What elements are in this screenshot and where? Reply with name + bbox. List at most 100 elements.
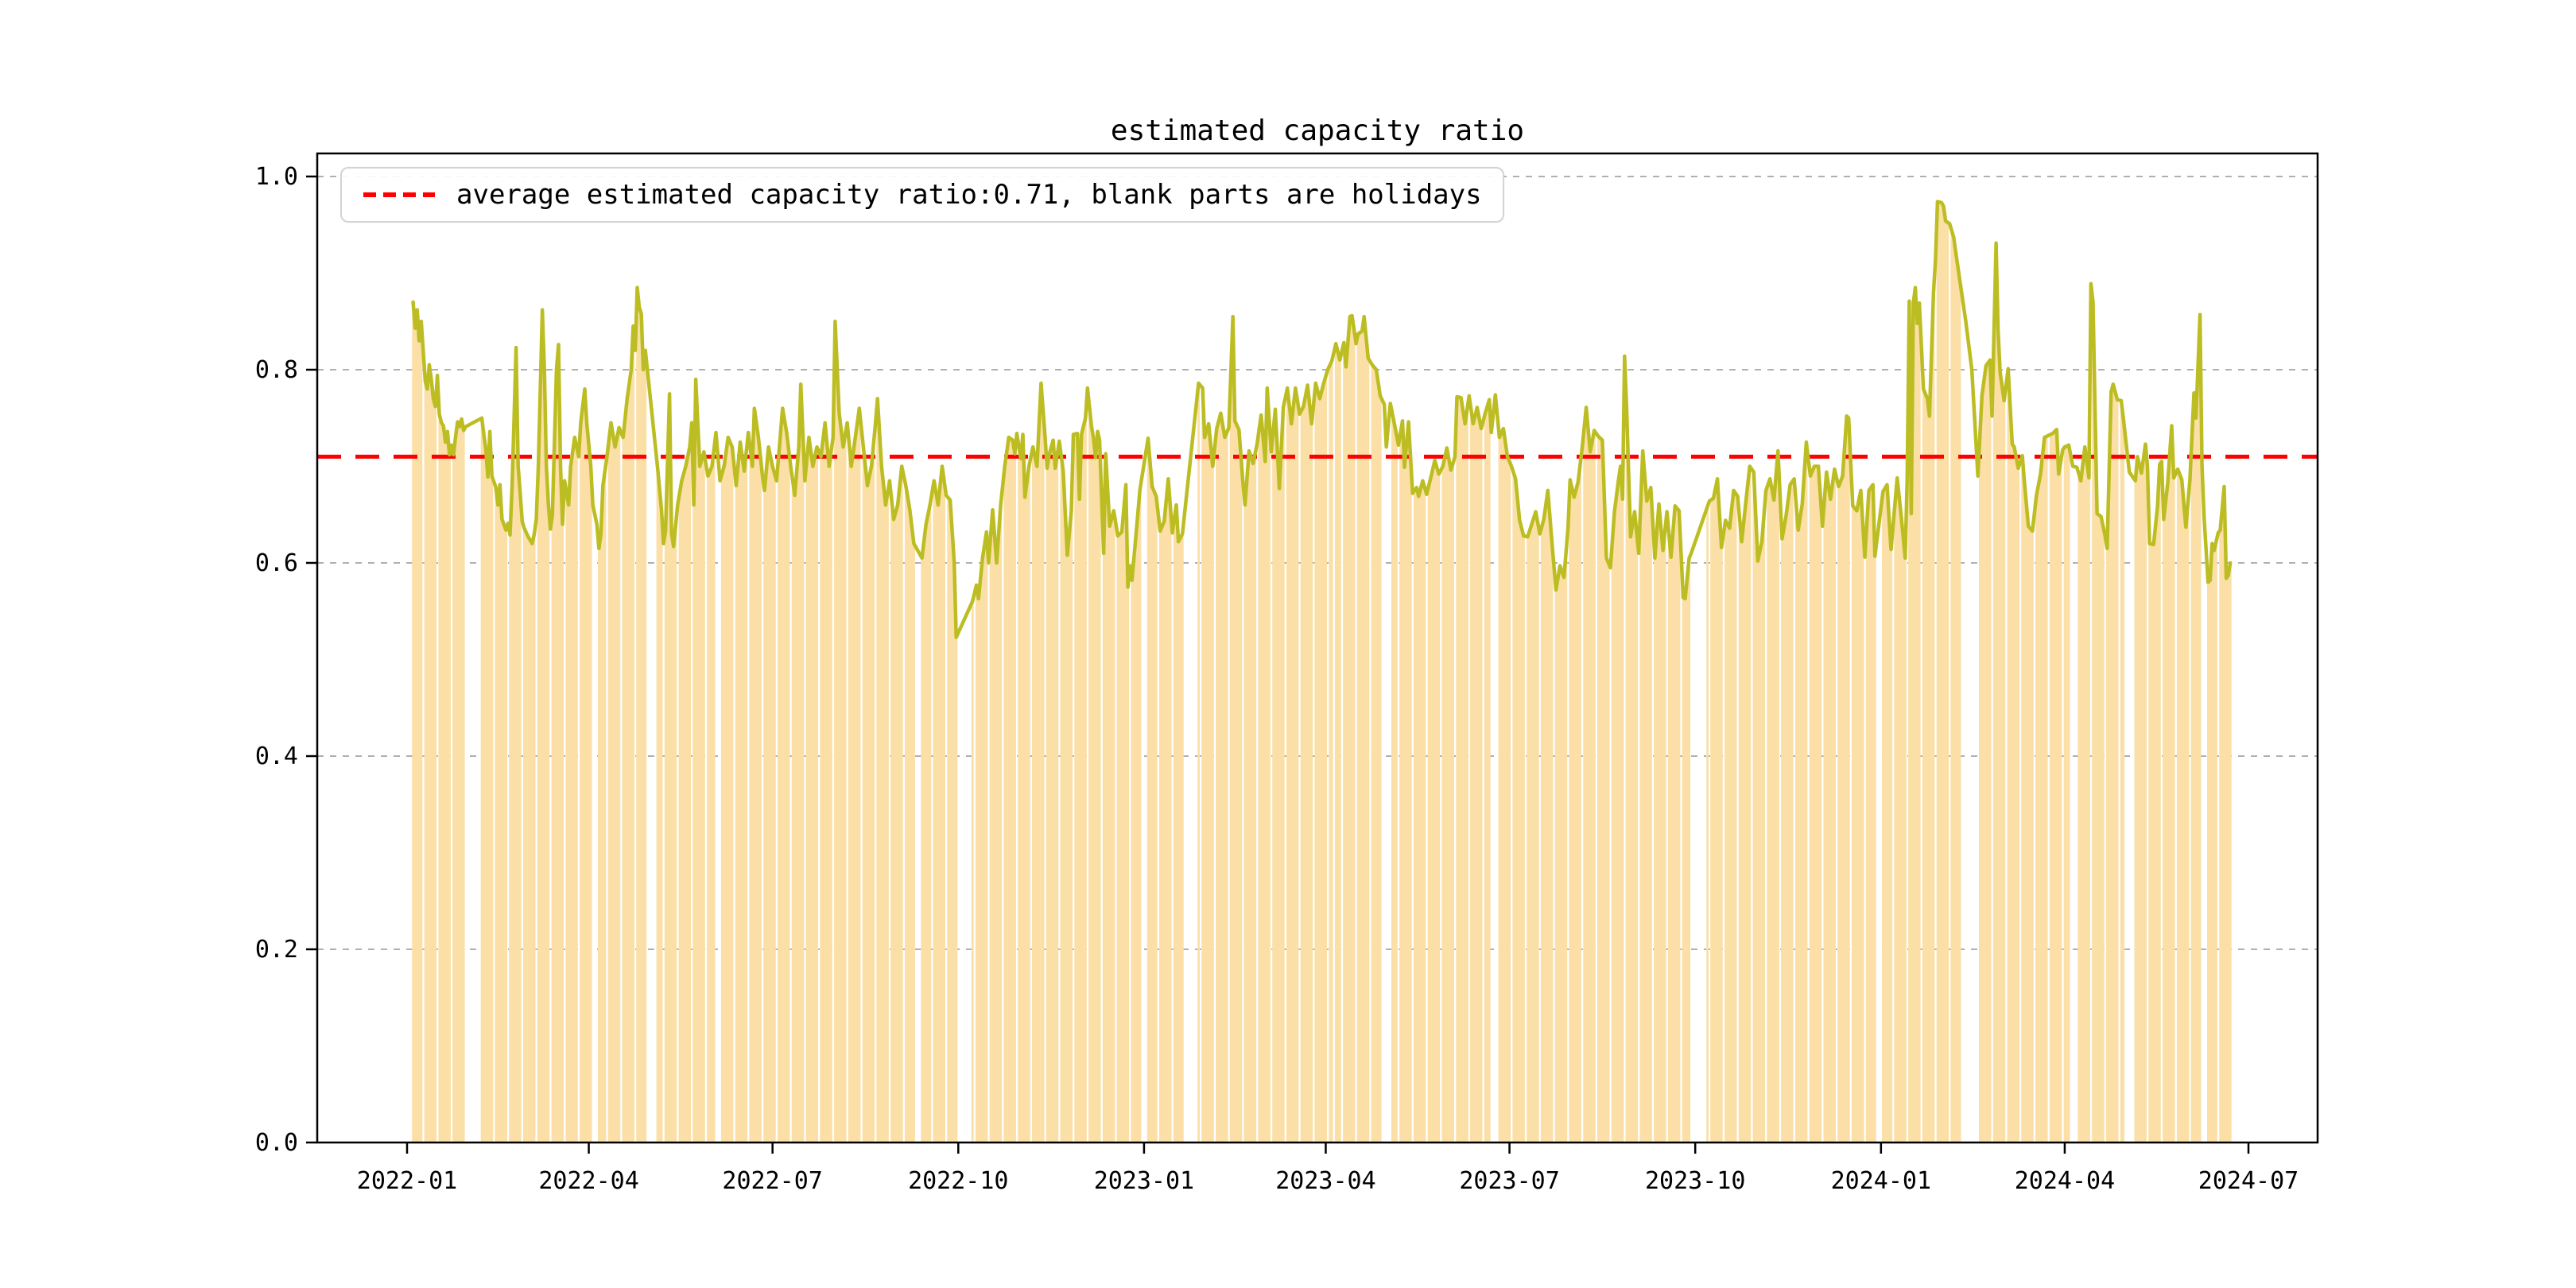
bar — [420, 321, 423, 1143]
legend-average-dash-icon — [363, 192, 435, 197]
bar — [674, 526, 677, 1143]
bar — [782, 408, 784, 1143]
bar — [1461, 410, 1465, 1143]
bar — [1686, 578, 1689, 1143]
bar — [1448, 459, 1450, 1143]
bar — [1221, 425, 1224, 1143]
bar — [1667, 534, 1670, 1143]
bar — [525, 532, 528, 1143]
bar — [1852, 506, 1854, 1143]
bar — [2101, 526, 2105, 1143]
bar — [1367, 358, 1370, 1143]
bar — [1536, 522, 1539, 1143]
bar — [1655, 530, 1658, 1143]
bar — [1839, 481, 1842, 1143]
bar — [1445, 448, 1449, 1143]
bar — [1274, 409, 1277, 1143]
bar — [686, 456, 689, 1143]
bar — [791, 480, 794, 1143]
bar — [580, 422, 582, 1143]
bar — [434, 406, 437, 1143]
bar — [1847, 417, 1850, 1143]
bar — [1837, 487, 1840, 1143]
bar — [547, 505, 550, 1143]
bar — [997, 533, 1000, 1143]
bar — [2152, 544, 2155, 1143]
bar — [1801, 503, 1804, 1143]
bar — [1179, 537, 1182, 1143]
bar — [879, 433, 881, 1143]
bar — [1205, 430, 1208, 1143]
bar — [1597, 436, 1600, 1143]
bar — [1678, 510, 1681, 1143]
bar — [2229, 563, 2232, 1143]
bar — [1266, 388, 1269, 1143]
bar — [2037, 484, 2040, 1143]
bar — [2041, 456, 2044, 1143]
bar — [872, 444, 875, 1143]
bar — [1752, 471, 1755, 1143]
bar — [561, 524, 564, 1143]
bar — [2163, 519, 2165, 1143]
x-tick-label: 2024-07 — [2198, 1167, 2299, 1195]
bar — [2114, 391, 2116, 1143]
bar — [664, 530, 667, 1143]
bar — [1783, 527, 1786, 1143]
bar — [1646, 501, 1648, 1143]
bar — [862, 447, 865, 1143]
bar — [941, 466, 944, 1143]
bar — [438, 413, 441, 1143]
bar — [929, 505, 932, 1143]
bar — [1928, 416, 1931, 1143]
bar — [1932, 292, 1935, 1143]
bar — [1325, 376, 1327, 1143]
bar — [771, 466, 774, 1143]
bar — [743, 471, 746, 1143]
bar — [905, 485, 907, 1143]
bar — [1627, 472, 1630, 1143]
bar — [640, 313, 643, 1143]
bar — [2077, 474, 2081, 1143]
bar — [1996, 330, 2000, 1143]
bar — [573, 437, 576, 1143]
bar — [711, 466, 713, 1143]
bar — [2059, 462, 2062, 1143]
bar — [1356, 334, 1360, 1143]
bar — [1884, 487, 1887, 1143]
bar — [999, 505, 1003, 1143]
bar — [1853, 508, 1856, 1143]
bar — [1583, 427, 1586, 1143]
bar — [1756, 561, 1759, 1143]
bar — [1508, 461, 1511, 1143]
bar — [2198, 314, 2202, 1143]
bar — [1629, 537, 1632, 1143]
bar — [886, 492, 889, 1143]
bar — [1123, 508, 1126, 1143]
bar — [1895, 478, 1899, 1143]
bar — [658, 487, 661, 1143]
bar — [555, 370, 558, 1143]
bar — [975, 584, 978, 1143]
bar — [883, 485, 885, 1143]
bar — [1322, 383, 1325, 1143]
bar — [894, 512, 898, 1143]
x-tick-label: 2023-07 — [1459, 1167, 1559, 1195]
bar — [632, 326, 634, 1143]
bar — [1663, 530, 1666, 1143]
bar — [1405, 444, 1408, 1143]
bar — [1060, 456, 1063, 1143]
bar — [2085, 462, 2089, 1143]
bar — [678, 492, 681, 1143]
bar — [2043, 437, 2046, 1143]
bar — [1954, 251, 1957, 1143]
bar — [1418, 496, 1420, 1143]
y-tick-label: 0.6 — [255, 549, 298, 577]
bar — [483, 434, 485, 1143]
bar — [551, 514, 554, 1143]
bar — [1902, 537, 1905, 1143]
bar — [723, 466, 726, 1143]
bar — [1251, 463, 1255, 1143]
bar — [1579, 464, 1581, 1143]
bar — [2140, 473, 2143, 1143]
bar — [1334, 343, 1337, 1143]
